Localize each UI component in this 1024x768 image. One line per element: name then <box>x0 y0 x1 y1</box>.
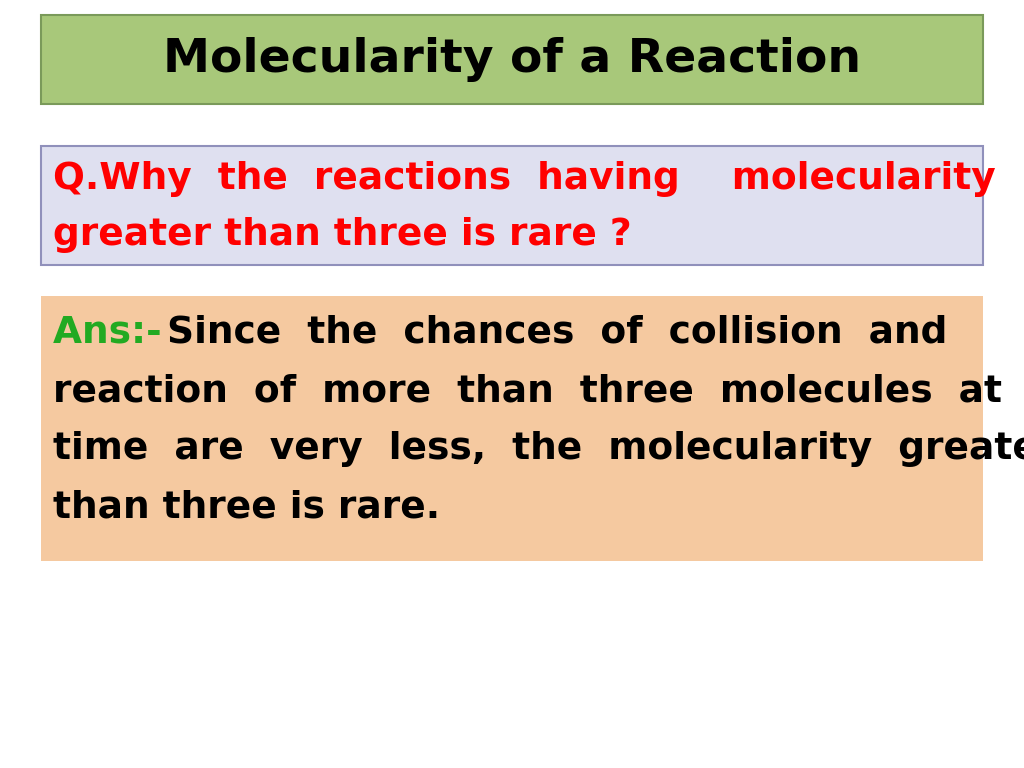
Text: Since  the  chances  of  collision  and: Since the chances of collision and <box>154 315 947 351</box>
Text: than three is rare.: than three is rare. <box>53 490 440 525</box>
FancyBboxPatch shape <box>41 296 983 561</box>
FancyBboxPatch shape <box>41 146 983 265</box>
Text: Molecularity of a Reaction: Molecularity of a Reaction <box>163 37 861 82</box>
Text: Ans:-: Ans:- <box>53 315 175 351</box>
Text: Q.Why  the  reactions  having    molecularity: Q.Why the reactions having molecularity <box>53 161 996 197</box>
Text: greater than three is rare ?: greater than three is rare ? <box>53 217 632 253</box>
Text: reaction  of  more  than  three  molecules  at  a: reaction of more than three molecules at… <box>53 373 1024 409</box>
FancyBboxPatch shape <box>41 15 983 104</box>
Text: time  are  very  less,  the  molecularity  greater: time are very less, the molecularity gre… <box>53 432 1024 468</box>
